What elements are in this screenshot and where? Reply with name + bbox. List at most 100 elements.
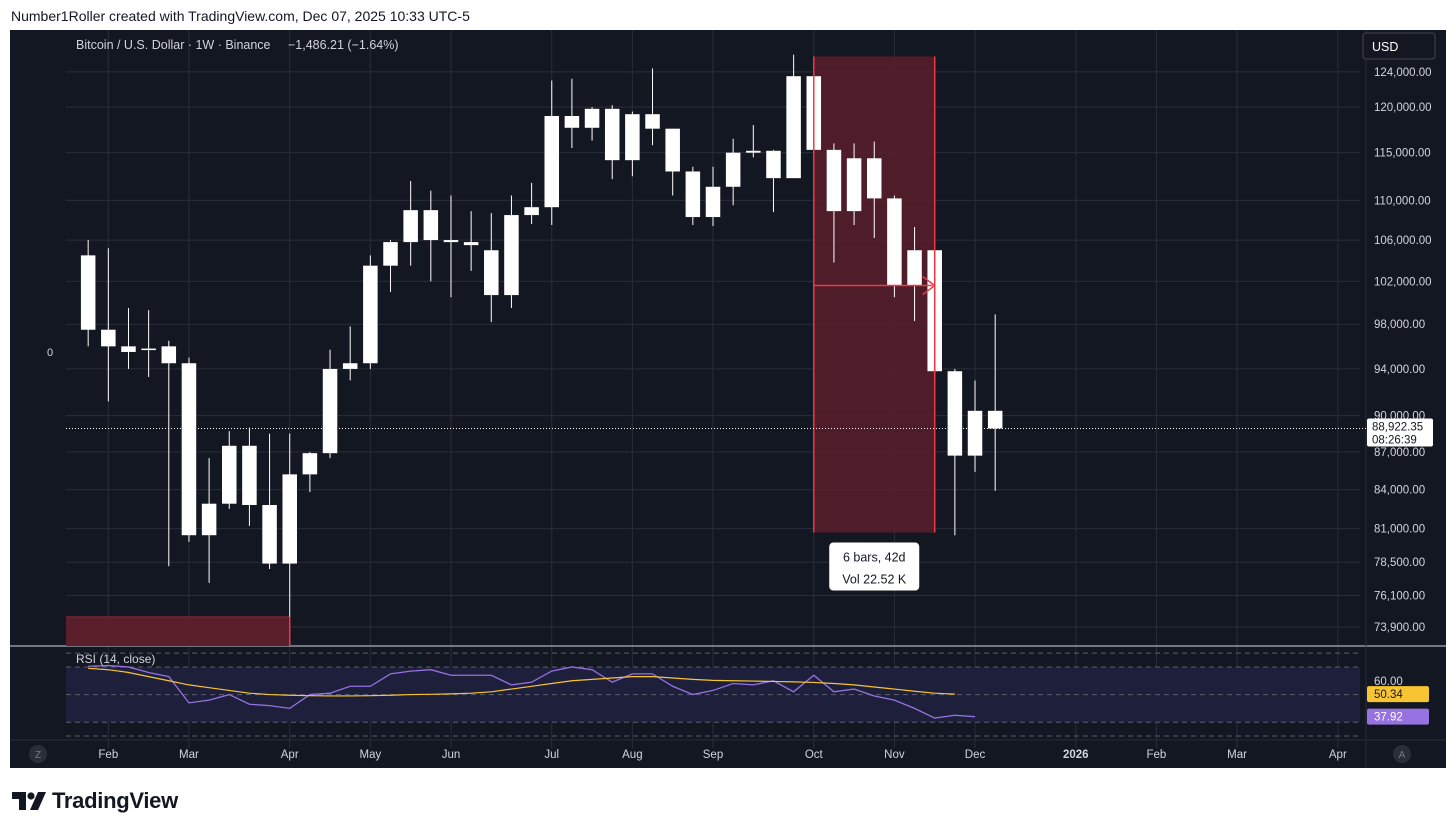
left-axis-zero: 0 [47,347,53,359]
time-axis: Feb Mar Apr May Jun Jul Aug Sep Oct Nov Dec 2026 Feb… [98,749,1347,761]
price-tick-label: 98,000.00 [1374,319,1425,331]
time-tick-label: Feb [98,749,118,761]
candle-body [363,265,378,364]
price-tick-label: 115,000.00 [1374,148,1431,160]
price-tick-label: 106,000.00 [1374,235,1432,247]
candle-body [987,410,1003,429]
price-tick-label: 87,000.00 [1374,447,1425,459]
price-tick-label: 120,000.00 [1374,102,1432,114]
rsi-ma-badge [1367,686,1429,703]
measure-tool: 6 bars, 42d Vol 22.52 K [66,56,1366,591]
price-tick-label: 73,900.00 [1374,622,1425,634]
last-price-value: 88,922.35 [1372,421,1423,433]
time-tick-label: Sep [703,749,723,761]
time-tick-label: Apr [1329,749,1347,761]
candle-body [484,250,499,296]
brand-name: TradingView [52,788,178,813]
price-tick-label: 124,000.00 [1374,67,1432,79]
candle-body [967,410,983,456]
candle-body [947,371,963,456]
candle-body [725,152,741,187]
measure-info-line: 6 bars, 42d [843,551,906,565]
time-tick-label: Mar [179,749,199,761]
candle-body [342,363,358,369]
candle-body [242,445,257,506]
measure-info-box [829,542,920,591]
rsi-value: 37.92 [1374,712,1403,724]
price-tick-label: 84,000.00 [1374,485,1425,497]
price-tick-label: 78,500.00 [1374,557,1425,569]
chart-title: Bitcoin / U.S. Dollar · 1W · Binance [76,38,271,52]
candle-body [625,114,640,161]
candle-body [866,158,882,199]
candle-body [786,76,801,179]
tradingview-logo-icon [12,792,46,810]
measure-arrow-head [922,275,936,296]
candle-body [403,210,418,243]
candle-body [564,115,580,128]
grid-lines [10,30,1446,768]
candle-body [161,346,177,364]
time-tick-label: Aug [622,749,642,761]
candle-body [181,363,197,536]
candle-body [121,346,136,352]
time-tick-label: May [359,749,381,761]
candle-body [887,198,902,286]
time-tick-label: Mar [1227,749,1247,761]
auto-scale-icon: A [1399,750,1406,761]
chart-canvas[interactable]: 124,000.00 120,000.00 115,000.00 110,000.00… [10,30,1446,768]
candle-body [766,150,781,179]
rsi-axis-tick: 60.00 [1374,676,1403,688]
candle-body [201,503,217,536]
price-tick-label: 76,100.00 [1374,591,1425,603]
highlight-zones [66,56,935,646]
candle-body [262,505,277,564]
tradingview-branding: TradingView [12,788,178,814]
candle-body [383,242,398,266]
time-tick-label: Feb [1147,749,1167,761]
goto-icon: Z [35,750,41,761]
candle-body [222,445,237,504]
bar-countdown: 08:26:39 [1372,434,1417,446]
time-tick-label: Jun [442,749,461,761]
rsi-value-badge [1367,708,1429,725]
currency-label: USD [1372,40,1398,54]
candle-body [846,158,862,212]
currency-button[interactable]: USD [1362,32,1436,60]
candle-body [544,115,560,208]
candle-body [645,114,660,129]
candle-body [282,474,297,564]
candle-body [302,453,318,475]
candle-body [141,348,156,351]
candle-body [322,368,338,454]
candle-body [423,210,439,241]
candle-body [746,150,761,153]
goto-date-button[interactable]: Z [29,745,47,763]
measure-range-box[interactable] [813,56,935,533]
candle-body [463,242,479,246]
time-tick-label: 2026 [1063,749,1089,761]
candle-body [907,250,922,286]
price-tick-label: 102,000.00 [1374,276,1432,288]
candle-body [443,240,459,243]
price-tick-label: 110,000.00 [1374,195,1431,207]
measure-info-line: Vol 22.52 K [842,573,907,587]
rsi-ma-line [88,667,955,697]
candle-body [101,329,116,347]
auto-scale-button[interactable]: A [1393,745,1411,763]
chart-attribution: Number1Roller created with TradingView.c… [11,8,470,24]
candle-body [604,108,620,161]
time-tick-label: Apr [281,749,299,761]
rsi-line [88,664,976,719]
price-tick-label: 81,000.00 [1374,524,1425,536]
candle-body [826,149,842,212]
rsi-label: RSI (14, close) [76,652,155,666]
candle-body [504,215,519,296]
candle-body [584,108,600,128]
chart-panel[interactable]: 124,000.00 120,000.00 115,000.00 110,000.00… [10,30,1446,768]
rsi-ma-value: 50.34 [1374,689,1403,701]
candle-body [80,255,96,330]
lower-highlight-zone [66,616,290,646]
price-axis: 124,000.00 120,000.00 115,000.00 110,000.00… [1367,67,1433,634]
